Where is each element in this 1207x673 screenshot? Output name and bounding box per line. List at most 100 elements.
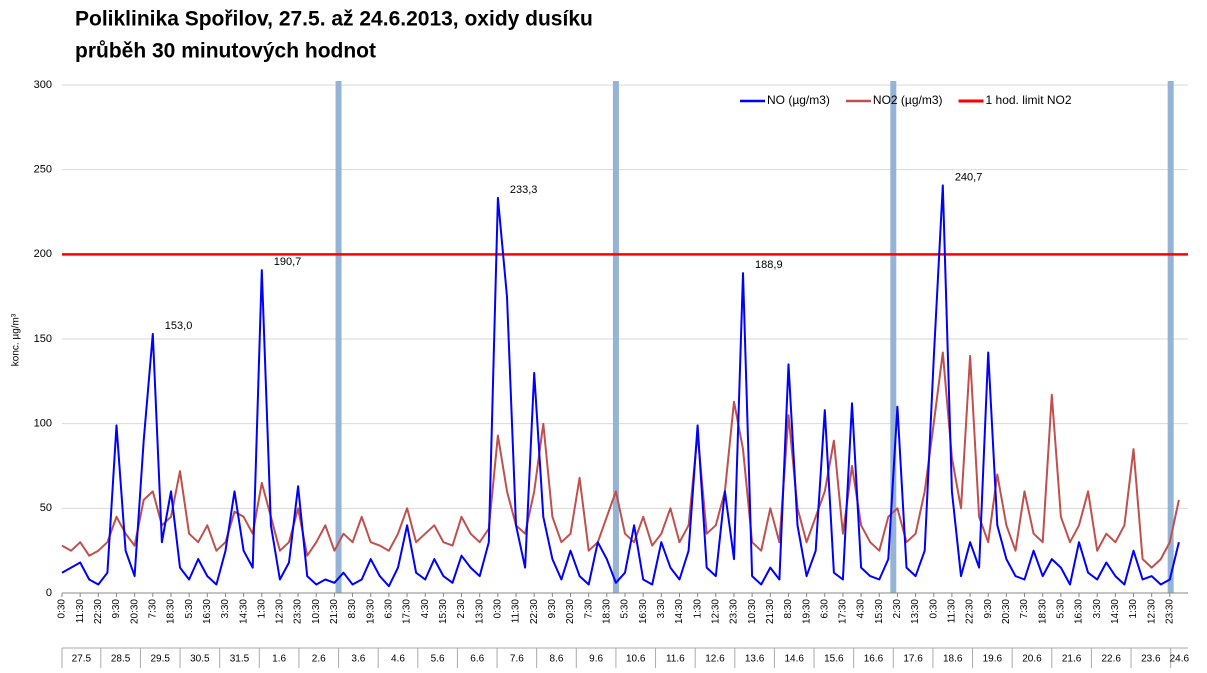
x-tick-label: 17:30 [838,599,849,624]
date-label: 22.6 [1101,654,1121,665]
date-label: 5.6 [431,654,445,665]
value-label: 240,7 [955,171,983,183]
date-label: 10.6 [626,654,646,665]
date-label: 12.6 [705,654,725,665]
x-tick-label: 22:30 [93,599,104,624]
y-tick-label: 200 [34,248,52,260]
date-label: 20.6 [1022,654,1042,665]
x-tick-label: 18:30 [1037,599,1048,624]
x-tick-label: 15:30 [438,599,449,624]
x-tick-label: 19:30 [365,599,376,624]
x-tick-label: 12:30 [1146,599,1157,624]
x-tick-label: 22:30 [965,599,976,624]
y-tick-label: 50 [40,502,52,514]
x-tick-label: 9:30 [547,599,558,619]
x-tick-label: 16:30 [1074,599,1085,624]
x-tick-label: 9:30 [983,599,994,619]
date-label: 1.6 [272,654,286,665]
x-tick-label: 0:30 [928,599,939,619]
date-label: 6.6 [470,654,484,665]
x-tick-label: 11:30 [75,599,86,624]
x-tick-label: 12:30 [710,599,721,624]
x-tick-label: 2:30 [456,599,467,619]
x-tick-label: 1:30 [1128,599,1139,619]
x-tick-label: 8:30 [783,599,794,619]
date-label: 27.5 [72,654,92,665]
x-tick-label: 7:30 [1019,599,1030,619]
x-tick-label: 20:30 [1001,599,1012,624]
x-tick-label: 14:30 [674,599,685,624]
x-tick-label: 5:30 [184,599,195,619]
x-tick-label: 0:30 [493,599,504,619]
x-tick-label: 4:30 [856,599,867,619]
x-tick-label: 3:30 [1092,599,1103,619]
value-label: 188,9 [755,259,783,271]
x-tick-label: 3:30 [220,599,231,619]
x-tick-label: 23:30 [729,599,740,624]
x-tick-label: 1:30 [256,599,267,619]
x-tick-label: 14:30 [238,599,249,624]
chart-subtitle: průběh 30 minutových hodnot [75,40,376,63]
x-tick-label: 23:30 [1164,599,1175,624]
date-label: 17.6 [903,654,923,665]
date-label: 3.6 [351,654,365,665]
date-label: 18.6 [943,654,963,665]
x-tick-label: 7:30 [583,599,594,619]
x-tick-label: 7:30 [147,599,158,619]
x-tick-label: 6:30 [819,599,830,619]
x-tick-label: 21:30 [765,599,776,624]
date-label: 7.6 [510,654,524,665]
x-tick-label: 5:30 [620,599,631,619]
week-separator [890,81,897,593]
x-tick-label: 4:30 [420,599,431,619]
series-line [61,351,1180,569]
x-tick-label: 12:30 [275,599,286,624]
x-tick-label: 5:30 [1056,599,1067,619]
legend-label: NO2 (µg/m3) [873,93,943,107]
y-tick-label: 100 [34,418,52,430]
date-label: 9.6 [589,654,603,665]
y-tick-label: 0 [46,587,52,599]
x-tick-label: 1:30 [692,599,703,619]
week-separator [612,81,619,593]
x-tick-label: 21:30 [329,599,340,624]
x-tick-label: 15:30 [874,599,885,624]
y-axis-label: konc. µg/m³ [11,313,22,366]
legend-label: 1 hod. limit NO2 [986,93,1072,107]
date-label: 28.5 [111,654,131,665]
x-tick-label: 6:30 [384,599,395,619]
date-label: 11.6 [666,654,685,665]
series-line [61,184,1180,588]
x-tick-label: 20:30 [129,599,140,624]
week-separator [335,81,342,593]
x-tick-label: 18:30 [166,599,177,624]
x-tick-label: 18:30 [601,599,612,624]
x-tick-label: 13:30 [910,599,921,624]
date-label: 29.5 [151,654,171,665]
date-label: 14.6 [784,654,804,665]
x-tick-label: 19:30 [801,599,812,624]
date-label: 31.5 [230,654,250,665]
y-tick-label: 150 [34,333,52,345]
x-tick-label: 14:30 [1110,599,1121,624]
x-tick-label: 10:30 [311,599,322,624]
chart-title: Poliklinika Spořilov, 27.5. až 24.6.2013… [75,8,593,31]
date-label: 15.6 [824,654,844,665]
x-tick-label: 0:30 [57,599,68,619]
x-tick-label: 9:30 [111,599,122,619]
x-tick-label: 11:30 [511,599,522,624]
x-tick-label: 20:30 [565,599,576,624]
date-label: 19.6 [983,654,1003,665]
date-label: 24.6 [1170,654,1190,665]
date-label: 13.6 [745,654,765,665]
legend-label: NO (µg/m3) [767,93,830,107]
x-tick-label: 17:30 [402,599,413,624]
x-tick-label: 3:30 [656,599,667,619]
y-tick-label: 250 [34,164,52,176]
value-label: 233,3 [510,184,538,196]
x-tick-label: 11:30 [947,599,958,624]
value-label: 190,7 [274,256,302,268]
x-tick-label: 10:30 [747,599,758,624]
